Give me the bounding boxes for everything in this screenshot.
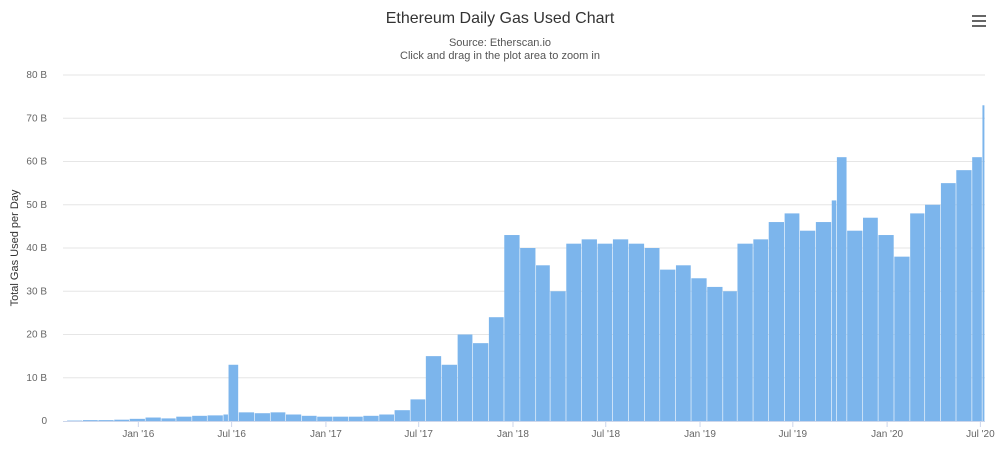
bar: [691, 278, 707, 421]
bar: [863, 217, 878, 421]
bar: [536, 265, 550, 421]
bar: [910, 213, 925, 421]
bar: [176, 416, 192, 421]
bar: [441, 364, 458, 421]
x-tick-label: Jul '16: [217, 429, 246, 440]
y-tick-label: 10 B: [26, 373, 47, 384]
chart-subtitle-source: Source: Etherscan.io: [448, 37, 552, 49]
y-tick-label: 50 B: [26, 200, 47, 211]
bar: [114, 419, 130, 421]
y-tick-label: 70 B: [26, 113, 47, 124]
bar: [394, 410, 410, 421]
bar: [815, 222, 832, 421]
bar: [628, 243, 645, 421]
y-tick-label: 30 B: [26, 286, 47, 297]
x-axis-tick-labels: Jan '16 Jul '16 Jan '17 Jul '17 Jan '18 Jul '…: [122, 421, 995, 440]
menu-line: [972, 20, 986, 22]
bar: [723, 291, 737, 421]
bar: [768, 222, 785, 421]
bar: [660, 269, 676, 422]
x-tick-label: Jul '18: [591, 429, 620, 440]
y-tick-label: 60 B: [26, 157, 47, 168]
bar: [925, 204, 941, 421]
bar: [348, 416, 363, 421]
menu-line: [972, 25, 986, 27]
bar: [457, 334, 473, 421]
y-tick-label: 20 B: [26, 330, 47, 341]
bar: [753, 239, 769, 421]
bar: [982, 105, 985, 421]
bar: [956, 170, 972, 421]
bar: [504, 235, 520, 421]
bar: [379, 414, 394, 421]
bar: [129, 418, 145, 421]
bar: [82, 420, 98, 421]
x-tick-label: Jan '17: [310, 429, 342, 440]
bar: [207, 415, 223, 421]
bar: [520, 248, 536, 421]
bar: [410, 399, 426, 422]
y-axis-label: Total Gas Used per Day: [9, 189, 21, 306]
bar: [425, 356, 442, 422]
x-tick-label: Jul '17: [404, 429, 433, 440]
x-tick-label: Jan '19: [684, 429, 716, 440]
bar: [566, 243, 582, 421]
bar: [836, 157, 847, 421]
y-axis-tick-labels: 0 10 B 20 B 30 B 40 B 50 B 60 B 70 B 80 B: [26, 70, 47, 427]
x-tick-label: Jul '20: [966, 429, 995, 440]
bar: [192, 415, 207, 421]
bar: [161, 418, 176, 421]
bar: [301, 415, 317, 421]
bar: [894, 256, 910, 421]
bar: [644, 248, 660, 421]
y-tick-label: 0: [41, 416, 47, 427]
bar: [581, 239, 597, 421]
bar: [254, 413, 270, 421]
x-tick-label: Jan '18: [497, 429, 529, 440]
bar: [612, 239, 629, 421]
bar: [333, 416, 349, 421]
bar: [238, 412, 255, 421]
y-tick-label: 40 B: [26, 243, 47, 254]
bar: [270, 412, 286, 421]
bar: [831, 200, 837, 421]
bar: [473, 343, 489, 421]
bar: [98, 420, 114, 421]
bar: [317, 416, 333, 421]
bar: [799, 230, 816, 421]
bar: [878, 235, 894, 421]
bar: [972, 157, 982, 421]
x-tick-label: Jan '20: [871, 429, 903, 440]
chart-title: Ethereum Daily Gas Used Chart: [385, 10, 615, 27]
bar: [597, 243, 613, 421]
bar: [550, 291, 566, 421]
y-tick-label: 80 B: [26, 70, 47, 81]
bar: [488, 317, 504, 421]
bar: [847, 230, 863, 421]
menu-line: [972, 15, 986, 17]
hamburger-menu-icon[interactable]: [972, 15, 986, 27]
bar: [145, 417, 161, 421]
x-tick-label: Jan '16: [122, 429, 154, 440]
bar: [223, 414, 228, 421]
chart-subtitle-zoom-hint: Click and drag in the plot area to zoom …: [400, 50, 600, 62]
bar: [228, 364, 239, 421]
bar: [707, 286, 723, 421]
x-tick-label: Jul '19: [779, 429, 808, 440]
bar: [285, 414, 302, 421]
bar: [363, 415, 379, 421]
bar: [675, 265, 691, 421]
bar: [784, 213, 800, 421]
bar-series: [67, 105, 985, 422]
bar: [940, 183, 956, 422]
bar: [737, 243, 753, 421]
